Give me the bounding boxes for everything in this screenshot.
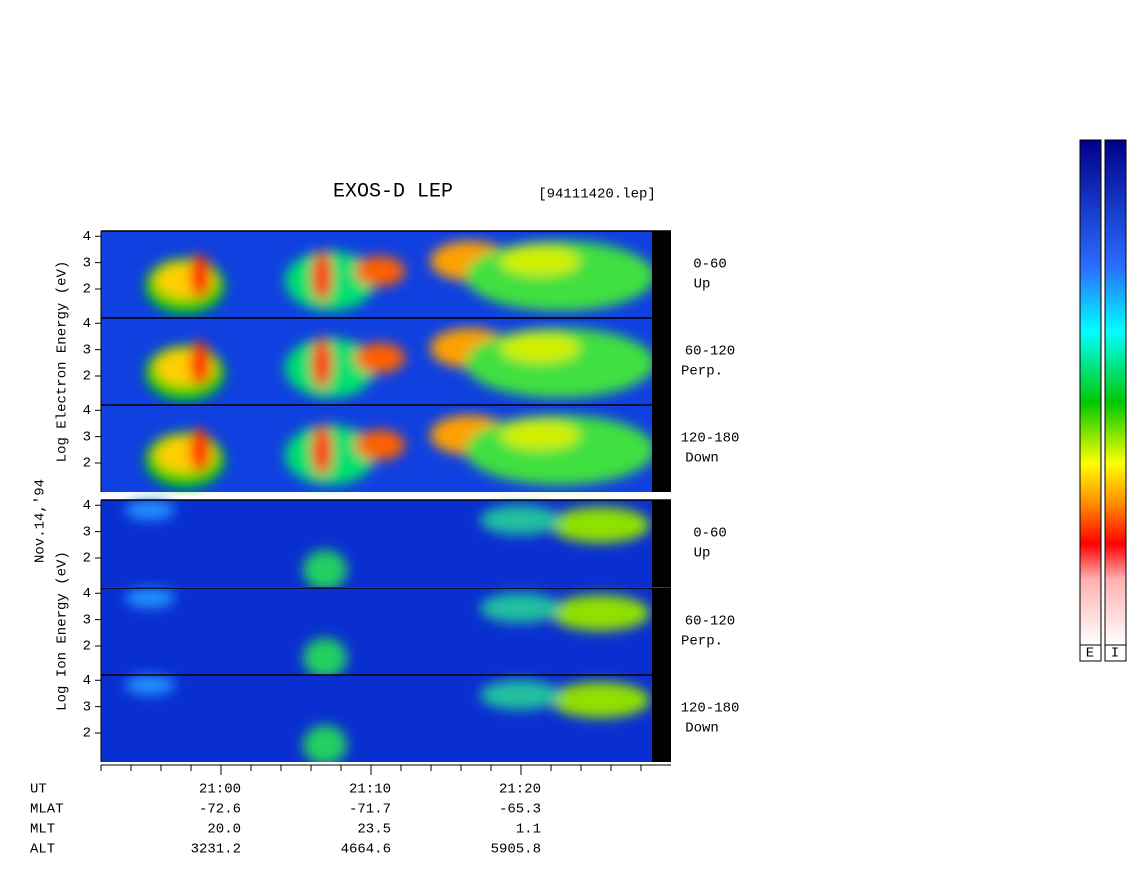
colorbar-label: E [1086, 646, 1094, 662]
intensity-blob [312, 425, 332, 475]
intensity-blob [480, 593, 560, 623]
y-tick-label: 3 [83, 524, 91, 540]
y-tick-label: 3 [83, 612, 91, 628]
intensity-blob [500, 246, 580, 276]
panel-angle: 0-60 [693, 257, 727, 273]
panel-direction: Perp. [681, 364, 723, 380]
colorbar-label-box [1104, 644, 1127, 662]
x-tick-label: 21:10 [349, 782, 391, 798]
y-tick-label: 4 [83, 229, 91, 245]
file-name: [94111420.lep] [538, 187, 656, 203]
panel-angle: 120-180 [681, 431, 740, 447]
panel-angle: 60-120 [685, 344, 735, 360]
panel-angle: 60-120 [685, 614, 735, 630]
panel-angle: 120-180 [681, 701, 740, 717]
y-axis-label: Log Ion Energy (eV) [55, 551, 71, 711]
orbit-value: -65.3 [499, 802, 541, 818]
y-tick-label: 3 [83, 342, 91, 358]
intensity-blob [550, 507, 650, 543]
intensity-blob [480, 505, 560, 535]
orbit-row-label: MLT [30, 822, 55, 838]
y-tick-label: 3 [83, 255, 91, 271]
y-tick-label: 2 [83, 456, 91, 472]
intensity-blob [190, 254, 210, 298]
orbit-value: 5905.8 [491, 842, 541, 858]
no-data-strip [652, 675, 671, 762]
y-tick-label: 3 [83, 429, 91, 445]
y-tick-label: 4 [83, 403, 91, 419]
panel-image [125, 500, 650, 590]
no-data-strip [652, 405, 671, 492]
title: EXOS-D LEP [333, 180, 453, 203]
panel-image [145, 415, 652, 488]
intensity-blob [550, 595, 650, 631]
colorbar-label: I [1111, 646, 1119, 662]
y-tick-label: 4 [83, 316, 91, 332]
x-tick-label: 21:20 [499, 782, 541, 798]
y-tick-label: 2 [83, 639, 91, 655]
y-tick-label: 2 [83, 551, 91, 567]
intensity-blob [480, 680, 560, 710]
y-tick-label: 2 [83, 282, 91, 298]
intensity-blob [500, 333, 580, 363]
intensity-blob [303, 550, 347, 590]
y-tick-label: 4 [83, 673, 91, 689]
orbit-value: 20.0 [207, 822, 241, 838]
intensity-blob [125, 500, 175, 520]
y-tick-label: 2 [83, 369, 91, 385]
no-data-strip [652, 588, 671, 675]
orbit-value: -72.6 [199, 802, 241, 818]
orbit-row-label: MLAT [30, 802, 64, 818]
y-tick-label: 3 [83, 699, 91, 715]
orbit-value: 1.1 [516, 822, 541, 838]
x-tick-label: 21:00 [199, 782, 241, 798]
intensity-blob [355, 430, 405, 460]
x-axis-label: UT [30, 782, 47, 798]
y-tick-label: 4 [83, 498, 91, 514]
panel-image [145, 328, 652, 401]
spectrogram-images [101, 231, 652, 762]
intensity-blob [190, 341, 210, 385]
no-data-strip [652, 231, 671, 318]
orbit-value: 4664.6 [341, 842, 391, 858]
panel-image [125, 675, 650, 762]
orbit-value: 23.5 [357, 822, 391, 838]
intensity-blob [125, 588, 175, 608]
no-data-strip [652, 500, 671, 587]
intensity-blob [312, 338, 332, 388]
panel-direction: Down [685, 451, 719, 467]
panel-direction: Up [694, 277, 711, 293]
date: Nov.14,'94 [33, 479, 49, 563]
panel-direction: Up [694, 546, 711, 562]
y-axis-label: Log Electron Energy (eV) [55, 261, 71, 463]
orbit-value: 3231.2 [191, 842, 241, 858]
y-tick-label: 4 [83, 586, 91, 602]
intensity-blob [550, 682, 650, 718]
colorbar [1104, 139, 1127, 646]
intensity-blob [303, 638, 347, 678]
intensity-blob [303, 725, 347, 762]
colorbar-label-box [1079, 644, 1102, 662]
orbit-row-label: ALT [30, 842, 55, 858]
intensity-blob [355, 256, 405, 286]
panel-direction: Perp. [681, 634, 723, 650]
panel-direction: Down [685, 721, 719, 737]
y-tick-label: 2 [83, 726, 91, 742]
intensity-blob [190, 428, 210, 472]
panel-angle: 0-60 [693, 526, 727, 542]
panel-image [125, 588, 650, 678]
orbit-value: -71.7 [349, 802, 391, 818]
intensity-blob [500, 420, 580, 450]
intensity-blob [312, 251, 332, 301]
no-data-strip [652, 318, 671, 405]
intensity-blob [355, 343, 405, 373]
panel-image [145, 241, 652, 314]
intensity-blob [125, 675, 175, 695]
colorbar [1079, 139, 1102, 646]
